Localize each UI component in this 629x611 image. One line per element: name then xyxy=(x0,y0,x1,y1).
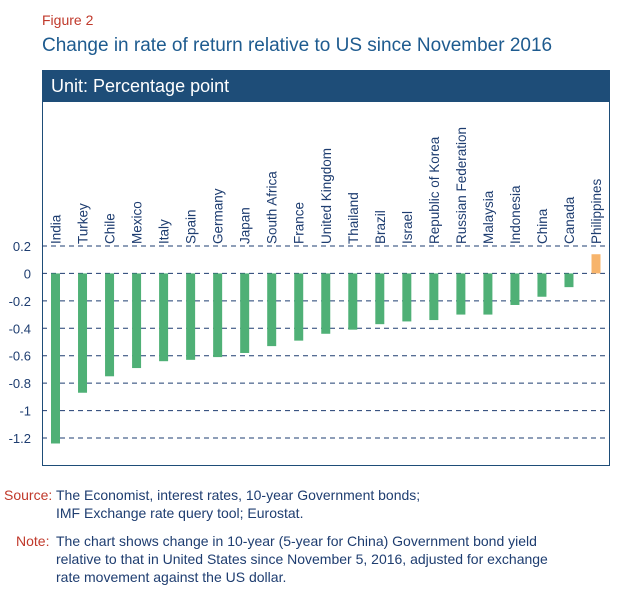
bar xyxy=(483,273,493,315)
category-label: Germany xyxy=(211,188,226,244)
y-tick-label: -0.4 xyxy=(9,321,31,336)
bar xyxy=(537,273,547,297)
category-label: Italy xyxy=(157,219,172,244)
y-tick-label: -0.8 xyxy=(9,376,31,391)
bar xyxy=(186,273,196,360)
bar xyxy=(456,273,466,315)
bar xyxy=(402,273,412,322)
category-label: France xyxy=(292,202,307,244)
category-label: Malaysia xyxy=(481,190,496,244)
category-label: Canada xyxy=(562,196,577,244)
category-label: India xyxy=(49,214,64,244)
bar xyxy=(564,273,574,288)
category-label: Israel xyxy=(400,211,415,244)
y-tick-label: -0.2 xyxy=(9,294,31,309)
source-line-2: IMF Exchange rate query tool; Eurostat. xyxy=(56,505,304,521)
bar xyxy=(510,273,520,305)
chart-title: Change in rate of return relative to US … xyxy=(42,35,553,56)
bar xyxy=(105,273,115,377)
note-label: Note: xyxy=(16,533,50,549)
category-label: Republic of Korea xyxy=(427,136,442,244)
source-label: Source: xyxy=(4,487,53,503)
bar-chart: 0.2 0 -0.2 -0.4 -0.6 -0.8 -1 -1.2 India Turkey Chi… xyxy=(9,127,610,446)
category-label: Turkey xyxy=(76,203,91,244)
bar xyxy=(51,273,60,444)
category-label: Japan xyxy=(238,207,253,244)
y-tick-label: -1.2 xyxy=(9,431,31,446)
category-label: Chile xyxy=(103,213,118,244)
category-label: United Kingdom xyxy=(319,148,334,244)
figure-label: Figure 2 xyxy=(42,12,94,28)
category-label: Thailand xyxy=(346,192,361,244)
source-line-1: The Economist, interest rates, 10-year G… xyxy=(56,487,421,503)
category-label: Indonesia xyxy=(508,185,523,244)
category-label: China xyxy=(535,208,550,244)
category-label: Mexico xyxy=(130,201,145,244)
category-label: Russian Federation xyxy=(454,127,469,244)
y-tick-label: 0 xyxy=(24,266,31,281)
y-tick-label: -0.6 xyxy=(9,349,31,364)
bar xyxy=(348,273,358,330)
unit-header: Unit: Percentage point xyxy=(43,71,609,102)
bar xyxy=(213,273,223,358)
y-tick-label: 0.2 xyxy=(13,239,31,254)
bar xyxy=(294,273,304,341)
category-label: Philippines xyxy=(589,178,604,244)
bar xyxy=(321,273,331,334)
bar xyxy=(267,273,277,347)
note-line-3: rate movement against the US dollar. xyxy=(56,569,287,585)
category-label: Brazil xyxy=(373,210,388,244)
bar xyxy=(132,273,142,369)
chart-frame: Unit: Percentage point xyxy=(42,70,610,466)
note-line-1: The chart shows change in 10-year (5-yea… xyxy=(56,533,537,549)
bar xyxy=(591,254,601,274)
category-label: South Africa xyxy=(265,171,280,244)
bar xyxy=(240,273,250,353)
bar xyxy=(78,273,88,393)
bar xyxy=(429,273,439,321)
y-tick-label: -1 xyxy=(19,404,31,419)
bar xyxy=(159,273,169,362)
category-label: Spain xyxy=(184,209,199,244)
note-line-2: relative to that in United States since … xyxy=(56,551,548,567)
bar xyxy=(375,273,385,325)
